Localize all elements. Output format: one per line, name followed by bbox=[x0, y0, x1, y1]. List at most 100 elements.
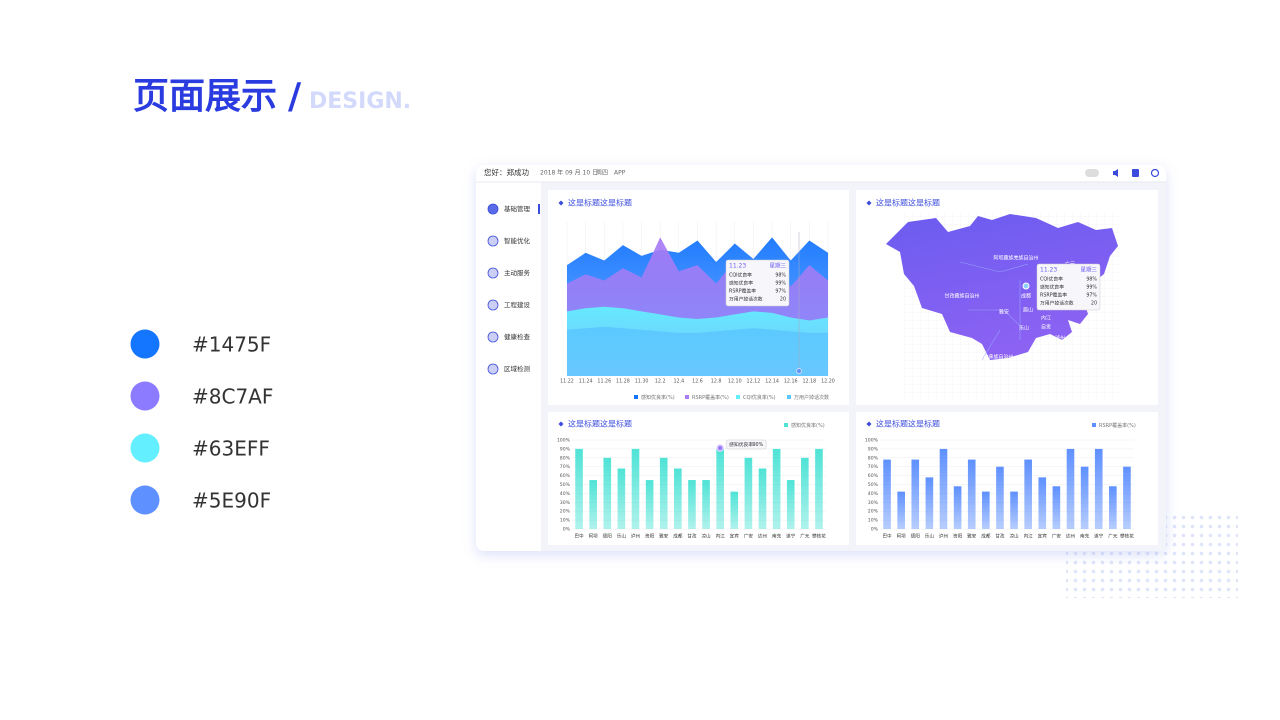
tooltip-name: 感知优良率 bbox=[729, 441, 753, 448]
y-tick-label: 60% bbox=[868, 473, 879, 479]
x-tick-label: 12.20 bbox=[821, 379, 835, 385]
y-tick-label: 100% bbox=[557, 438, 571, 444]
bar bbox=[702, 480, 710, 529]
color-swatch bbox=[130, 381, 160, 411]
bar bbox=[911, 459, 920, 529]
menu-item[interactable]: 基础管理 bbox=[504, 204, 531, 213]
bar bbox=[925, 477, 934, 529]
tooltip bbox=[1036, 263, 1101, 311]
greeting: 您好：郑成功 bbox=[484, 167, 529, 177]
toggle-icon[interactable] bbox=[1085, 169, 1099, 177]
tooltip-row-name: 万用户掉话次数 bbox=[1040, 300, 1074, 307]
panel-title: 这是标题这是标题 bbox=[876, 198, 940, 208]
bar bbox=[575, 448, 583, 529]
legend-swatch bbox=[634, 395, 638, 399]
y-tick-label: 10% bbox=[560, 518, 571, 524]
color-swatch bbox=[130, 329, 160, 359]
tooltip-row-value: 97% bbox=[1086, 293, 1097, 299]
x-tick-label: 资阳 bbox=[645, 533, 655, 540]
y-tick-label: 90% bbox=[560, 446, 571, 452]
tooltip-row-name: CQI优良率 bbox=[729, 272, 752, 279]
x-tick-label: 12.14 bbox=[765, 379, 779, 385]
x-tick-label: 攀枝花 bbox=[812, 533, 826, 540]
x-tick-label: 凉山 bbox=[701, 533, 711, 540]
x-tick-label: 12.4 bbox=[674, 379, 685, 385]
tooltip-row-value: 99% bbox=[1086, 285, 1097, 291]
title-diamond bbox=[558, 421, 564, 427]
map-label: 眉山 bbox=[1023, 307, 1033, 314]
bar bbox=[1094, 448, 1103, 529]
x-tick-label: 乐山 bbox=[617, 533, 627, 540]
x-tick-label: 12.6 bbox=[692, 379, 703, 385]
x-tick-label: 12.10 bbox=[728, 379, 742, 385]
title-diamond bbox=[558, 200, 564, 206]
map-label: 阿坝藏族羌族自治州 bbox=[993, 255, 1038, 262]
bar bbox=[645, 480, 654, 529]
y-tick-label: 70% bbox=[868, 464, 879, 470]
y-tick-label: 0% bbox=[563, 527, 571, 533]
legend-label: CQI优良率(%) bbox=[743, 394, 776, 401]
x-tick-label: 德阳 bbox=[911, 533, 921, 540]
x-tick-label: 11.30 bbox=[635, 379, 649, 385]
menu-item[interactable]: 工程建设 bbox=[504, 300, 531, 309]
x-tick-label: 遂宁 bbox=[786, 533, 796, 540]
x-tick-label: 泸州 bbox=[631, 533, 641, 540]
bar bbox=[674, 468, 682, 529]
x-tick-label: 广安 bbox=[744, 533, 754, 540]
menu-item[interactable]: 主动服务 bbox=[504, 268, 531, 277]
tooltip-row-name: CQI优良率 bbox=[1040, 276, 1063, 283]
y-tick-label: 10% bbox=[868, 518, 879, 524]
legend-label: RSRP覆盖率(%) bbox=[1099, 422, 1136, 429]
x-tick-label: 12.12 bbox=[747, 379, 761, 385]
tooltip-weekday: 星期三 bbox=[1080, 267, 1097, 274]
sound-icon[interactable] bbox=[1113, 169, 1118, 177]
x-tick-label: 甘孜 bbox=[687, 533, 697, 540]
tooltip-row-name: 万用户掉话次数 bbox=[729, 296, 763, 303]
x-tick-label: 遂宁 bbox=[1094, 533, 1104, 540]
bar bbox=[815, 448, 823, 529]
tooltip-row-value: 20 bbox=[780, 297, 786, 303]
bar bbox=[939, 448, 948, 529]
x-tick-label: 广元 bbox=[1108, 533, 1118, 540]
active-indicator bbox=[538, 204, 540, 214]
bar bbox=[883, 459, 891, 529]
x-tick-label: 内江 bbox=[716, 533, 726, 540]
bar bbox=[744, 457, 753, 529]
color-swatch bbox=[130, 485, 160, 515]
map-label: 内江 bbox=[1041, 315, 1051, 322]
y-tick-label: 40% bbox=[560, 491, 571, 497]
legend-swatch bbox=[787, 395, 791, 399]
bar bbox=[1123, 466, 1131, 529]
tooltip bbox=[725, 439, 767, 450]
x-tick-label: 内江 bbox=[1024, 533, 1034, 540]
bar bbox=[758, 468, 767, 529]
tooltip-row-name: 感知优良率 bbox=[1040, 284, 1064, 291]
date: 2018 年 09 月 10 日 bbox=[540, 169, 598, 177]
y-tick-label: 40% bbox=[868, 491, 879, 497]
x-tick-label: 11.28 bbox=[616, 379, 630, 385]
y-tick-label: 70% bbox=[560, 464, 571, 470]
menu-icon bbox=[487, 299, 499, 311]
y-tick-label: 30% bbox=[560, 500, 571, 506]
map-label: 成都 bbox=[1021, 293, 1031, 300]
x-tick-label: 乐山 bbox=[925, 533, 935, 540]
pointer-dot bbox=[716, 444, 724, 452]
bar bbox=[996, 466, 1004, 529]
x-tick-label: 德阳 bbox=[603, 533, 613, 540]
menu-item[interactable]: 区域检测 bbox=[504, 364, 531, 373]
panel bbox=[856, 412, 1158, 545]
menu-item[interactable]: 健康检查 bbox=[504, 332, 531, 341]
menu-item[interactable]: 智能优化 bbox=[504, 236, 531, 245]
region-lines bbox=[959, 261, 1071, 361]
x-tick-label: 南充 bbox=[772, 533, 782, 540]
x-tick-label: 泸州 bbox=[939, 533, 949, 540]
power-icon[interactable] bbox=[1150, 168, 1160, 178]
bar bbox=[688, 480, 696, 529]
x-tick-label: 12.2 bbox=[655, 379, 666, 385]
y-tick-label: 50% bbox=[560, 482, 571, 488]
menu-icon bbox=[487, 235, 499, 247]
x-tick-label: 11.22 bbox=[560, 379, 574, 385]
bar bbox=[982, 491, 990, 529]
help-icon[interactable] bbox=[1132, 169, 1139, 177]
title-diamond bbox=[866, 200, 872, 206]
